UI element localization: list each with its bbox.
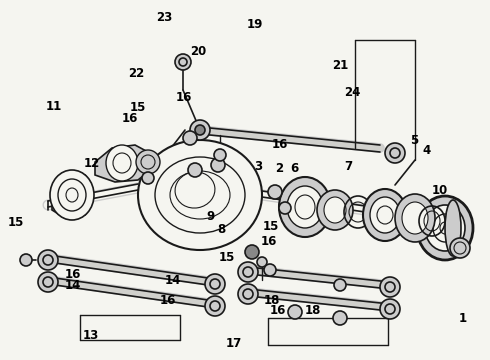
Text: 16: 16 xyxy=(64,268,81,281)
Ellipse shape xyxy=(445,200,461,256)
Text: 15: 15 xyxy=(218,251,235,264)
Circle shape xyxy=(142,172,154,184)
Text: 18: 18 xyxy=(264,294,280,307)
Circle shape xyxy=(264,264,276,276)
Ellipse shape xyxy=(106,145,138,181)
Ellipse shape xyxy=(287,186,323,228)
Text: 14: 14 xyxy=(64,279,81,292)
Circle shape xyxy=(380,277,400,297)
Ellipse shape xyxy=(402,202,428,234)
Circle shape xyxy=(205,274,225,294)
Text: 17: 17 xyxy=(226,337,243,350)
Polygon shape xyxy=(52,175,90,218)
Ellipse shape xyxy=(136,150,160,174)
Ellipse shape xyxy=(425,205,465,251)
Text: 16: 16 xyxy=(260,235,277,248)
Text: 16: 16 xyxy=(159,294,176,307)
Circle shape xyxy=(385,143,405,163)
Text: 14: 14 xyxy=(164,274,181,287)
Circle shape xyxy=(238,284,258,304)
Circle shape xyxy=(183,131,197,145)
Ellipse shape xyxy=(363,189,407,241)
Circle shape xyxy=(195,125,205,135)
Text: 23: 23 xyxy=(156,11,172,24)
Text: 2: 2 xyxy=(275,162,283,175)
Circle shape xyxy=(175,54,191,70)
Text: 12: 12 xyxy=(84,157,100,170)
Ellipse shape xyxy=(138,140,262,250)
Text: 1: 1 xyxy=(459,312,467,325)
Text: 19: 19 xyxy=(246,18,263,31)
Circle shape xyxy=(211,158,225,172)
Text: 10: 10 xyxy=(432,184,448,197)
Text: 13: 13 xyxy=(82,329,99,342)
Text: 15: 15 xyxy=(130,101,147,114)
Text: 15: 15 xyxy=(7,216,24,229)
Ellipse shape xyxy=(324,197,346,223)
Text: 16: 16 xyxy=(270,304,287,317)
Ellipse shape xyxy=(317,190,353,230)
Circle shape xyxy=(189,164,201,176)
Text: 15: 15 xyxy=(262,220,279,233)
Text: 6: 6 xyxy=(290,162,298,175)
Circle shape xyxy=(38,272,58,292)
Text: 16: 16 xyxy=(272,138,289,151)
Circle shape xyxy=(279,202,291,214)
Circle shape xyxy=(334,279,346,291)
Ellipse shape xyxy=(370,197,400,233)
Text: 3: 3 xyxy=(255,160,263,173)
Text: 4: 4 xyxy=(422,144,430,157)
Text: 24: 24 xyxy=(343,86,360,99)
Text: 21: 21 xyxy=(332,59,349,72)
Text: 18: 18 xyxy=(304,304,321,317)
Text: 9: 9 xyxy=(207,210,215,222)
Circle shape xyxy=(257,257,267,267)
Circle shape xyxy=(188,163,202,177)
Text: 16: 16 xyxy=(122,112,138,125)
Ellipse shape xyxy=(417,196,473,260)
Text: 16: 16 xyxy=(175,91,192,104)
Circle shape xyxy=(245,245,259,259)
Polygon shape xyxy=(95,145,148,182)
Circle shape xyxy=(214,149,226,161)
Circle shape xyxy=(333,311,347,325)
Text: 20: 20 xyxy=(190,45,207,58)
Ellipse shape xyxy=(395,194,435,242)
Text: 5: 5 xyxy=(410,134,418,147)
Text: 8: 8 xyxy=(218,223,225,236)
Circle shape xyxy=(450,238,470,258)
Circle shape xyxy=(268,185,282,199)
Text: 7: 7 xyxy=(344,160,352,173)
Circle shape xyxy=(38,250,58,270)
Text: 11: 11 xyxy=(46,100,62,113)
Circle shape xyxy=(380,299,400,319)
Circle shape xyxy=(288,305,302,319)
Circle shape xyxy=(238,262,258,282)
Ellipse shape xyxy=(50,170,94,220)
Circle shape xyxy=(190,120,210,140)
Circle shape xyxy=(205,296,225,316)
Ellipse shape xyxy=(279,177,331,237)
Text: 22: 22 xyxy=(128,67,145,80)
Circle shape xyxy=(20,254,32,266)
